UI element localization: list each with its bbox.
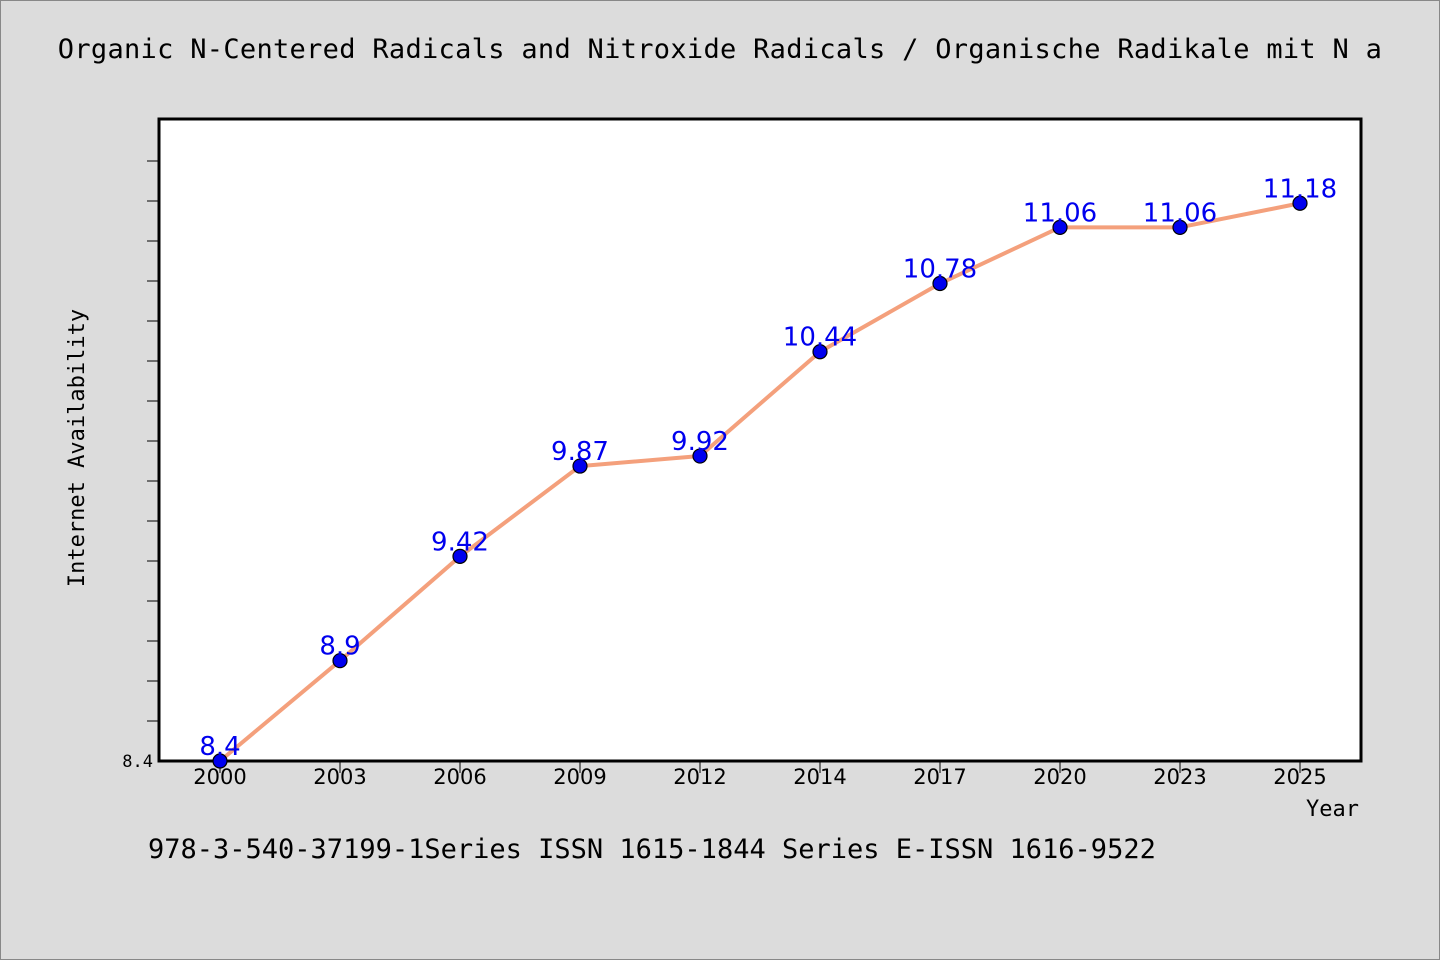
x-tick-label: 2014 (793, 765, 846, 789)
data-label: 9.42 (431, 527, 489, 557)
x-axis-title: Year (1306, 797, 1359, 822)
data-point (932, 275, 948, 292)
data-point (452, 548, 468, 564)
series-line (218, 201, 1301, 763)
chart-title: Organic N-Centered Radicals and Nitroxid… (57, 34, 1383, 65)
x-tick-label: 2017 (913, 765, 966, 789)
data-point (332, 653, 348, 669)
y-tick-label: 8.4 (122, 752, 153, 772)
x-tick-label: 2003 (313, 765, 366, 789)
data-label: 9.87 (551, 437, 609, 467)
x-tick-label: 2025 (1273, 765, 1326, 789)
data-point (692, 448, 708, 464)
x-tick-label: 2023 (1153, 765, 1206, 789)
x-tick-label: 2012 (673, 765, 726, 789)
data-label: 11.06 (1023, 198, 1097, 228)
data-label: 10.78 (903, 255, 977, 285)
y-axis-ticks: 8.4 (122, 160, 159, 772)
x-axis-ticks: 2000 2003 2006 2009 2012 2014 2017 2020 2023 2025 (193, 761, 1327, 789)
data-point (812, 344, 828, 360)
data-point (572, 458, 588, 474)
footer-isbn-issn: 978-3-540-37199-1Series ISSN 1615-1844 S… (148, 834, 1156, 865)
data-label: 8.9 (319, 632, 360, 662)
x-tick-label: 2020 (1033, 765, 1086, 789)
data-point (1052, 219, 1068, 235)
series-layer (212, 195, 1308, 769)
x-tick-label: 2006 (433, 765, 486, 789)
data-label: 10.44 (783, 323, 857, 353)
data-label: 11.18 (1263, 174, 1337, 204)
data-label: 9.92 (671, 427, 729, 457)
data-point (1292, 195, 1308, 211)
y-axis-title: Internet Availability (65, 309, 90, 587)
data-label: 8.4 (199, 732, 240, 762)
data-point (1172, 219, 1188, 235)
x-tick-label: 2000 (193, 765, 246, 789)
data-label: 11.06 (1143, 198, 1217, 228)
data-labels: 8.4 8.9 9.42 9.87 9.92 10.44 10.78 11.06 11.06 11… (199, 174, 1337, 762)
data-point (212, 753, 228, 769)
x-tick-label: 2009 (553, 765, 606, 789)
